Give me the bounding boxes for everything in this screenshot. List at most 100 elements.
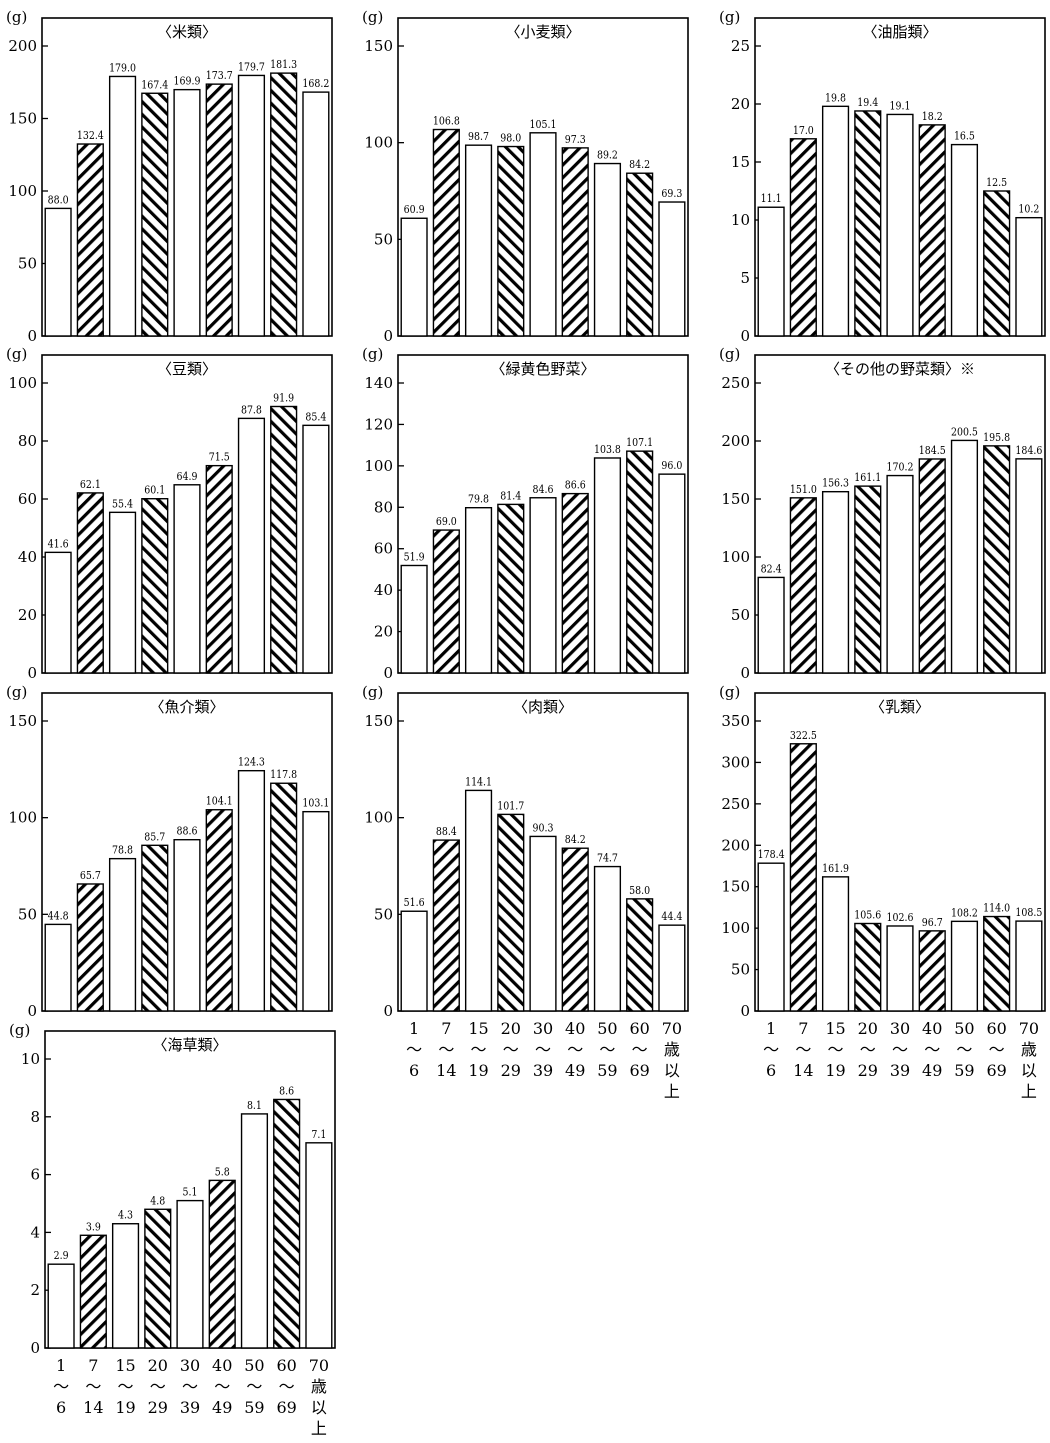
unit-label: (g) [362, 345, 383, 363]
y-tick-label: 0 [27, 664, 37, 682]
y-tick-label: 0 [383, 327, 393, 345]
x-axis-label-part: 49 [565, 1061, 585, 1080]
bar-value-label: 41.6 [48, 538, 69, 551]
x-axis-label: 60 ～ 69 [276, 1356, 296, 1417]
x-axis-label-part: 20 [148, 1356, 168, 1375]
x-axis-label-part: 70 [662, 1019, 682, 1038]
y-tick-label: 150 [721, 490, 750, 508]
x-axis-label-part: 以 [664, 1061, 680, 1080]
bar [593, 865, 622, 1012]
bar-value-label: 12.5 [986, 176, 1007, 189]
y-tick-label: 25 [731, 37, 750, 55]
bar-value-label: 117.8 [270, 768, 297, 781]
x-axis-label-part: 20 [858, 1019, 878, 1038]
bar [886, 925, 914, 1012]
bar-value-label: 85.7 [144, 830, 165, 843]
x-axis-label-part: ～ [182, 1377, 198, 1396]
y-tick-label: 50 [374, 905, 393, 923]
x-axis-label-part: ～ [246, 1377, 262, 1396]
bar [76, 883, 104, 1012]
x-axis-label-part: 30 [180, 1356, 200, 1375]
y-tick-label: 6 [30, 1166, 40, 1184]
x-axis-label-part: 19 [825, 1061, 845, 1080]
bar-value-label: 98.7 [468, 130, 489, 143]
bar-value-label: 181.3 [270, 58, 297, 71]
y-tick-label: 40 [18, 548, 37, 566]
bar [983, 445, 1011, 674]
chart-title: 〈緑黄色野菜〉 [490, 360, 595, 378]
y-tick-label: 20 [18, 606, 37, 624]
bar [529, 132, 557, 337]
x-axis-label-part: 19 [468, 1061, 488, 1080]
bar [44, 207, 72, 337]
bar [789, 743, 817, 1012]
x-axis-label: 20 ～ 29 [858, 1019, 878, 1080]
chart-title: 〈乳類〉 [870, 698, 930, 716]
x-axis-label-part: 6 [766, 1061, 776, 1080]
bar-value-label: 7.1 [311, 1128, 326, 1141]
x-axis-label: 60 ～ 69 [986, 1019, 1006, 1080]
bar-value-label: 200.5 [951, 426, 978, 439]
x-axis-label: 7 ～ 14 [793, 1019, 813, 1080]
x-axis-label-part: 30 [890, 1019, 910, 1038]
bar [141, 92, 169, 337]
bar-value-label: 81.4 [500, 490, 521, 503]
bar-value-label: 8.1 [247, 1099, 262, 1112]
y-tick-label: 0 [740, 664, 750, 682]
bar-value-label: 3.9 [86, 1220, 101, 1233]
y-tick-label: 4 [30, 1223, 40, 1241]
x-axis-label: 20 ～ 29 [501, 1019, 521, 1080]
green-yellow-vegetables-chart: (g) 〈緑黄色野菜〉 0 20 40 60 80 100 120 140 51.9 69.0 79.8… [362, 345, 689, 682]
bar-value-label: 178.4 [758, 848, 785, 861]
bar-value-label: 91.9 [273, 392, 294, 405]
x-axis-label-part: 1 [56, 1356, 66, 1375]
bar-value-label: 4.8 [150, 1194, 165, 1207]
bar [950, 439, 979, 674]
x-axis-label-part: ～ [118, 1377, 134, 1396]
bar [237, 417, 266, 674]
y-tick-label: 0 [740, 327, 750, 345]
x-axis-label-part: 1 [766, 1019, 776, 1038]
bar [205, 83, 233, 337]
x-axis-label-part: 60 [276, 1356, 296, 1375]
x-axis-label-part: ～ [406, 1040, 422, 1059]
bar [821, 876, 850, 1012]
x-axis-label-part: ～ [860, 1040, 876, 1059]
x-axis-label-part: 上 [1021, 1082, 1037, 1101]
chart-title: 〈小麦類〉 [505, 23, 580, 41]
y-tick-label: 50 [374, 230, 393, 248]
unit-label: (g) [719, 8, 740, 26]
x-axis-label: 70 歳以上 [662, 1019, 682, 1101]
bar [918, 930, 946, 1012]
unit-label: (g) [6, 8, 27, 26]
dairy-chart: (g)〈乳類〉050100150200250300350178.4322.516… [719, 683, 1046, 1101]
x-axis-label-part: ～ [471, 1040, 487, 1059]
bar-value-label: 173.7 [206, 69, 233, 82]
bar-value-label: 156.3 [822, 477, 849, 490]
bar-value-label: 64.9 [177, 470, 198, 483]
bar-value-label: 87.8 [241, 404, 262, 417]
x-axis-label: 15 ～ 19 [468, 1019, 488, 1080]
bar-value-label: 19.8 [825, 91, 846, 104]
bar-value-label: 74.7 [597, 852, 618, 865]
y-tick-label: 150 [8, 712, 37, 730]
x-axis-label-part: 29 [501, 1061, 521, 1080]
y-tick-label: 250 [721, 374, 750, 392]
x-axis-label: 15 ～ 19 [115, 1356, 135, 1417]
x-axis-label: 50 ～ 59 [597, 1019, 617, 1080]
bar-value-label: 89.2 [597, 149, 618, 162]
bar [205, 809, 233, 1012]
x-axis-label-part: 59 [954, 1061, 974, 1080]
bar [626, 450, 654, 674]
x-axis-label-part: 60 [629, 1019, 649, 1038]
bar [208, 1179, 236, 1349]
y-tick-label: 20 [374, 623, 393, 641]
x-axis-label-part: 40 [212, 1356, 232, 1375]
x-axis-label-part: 15 [825, 1019, 845, 1038]
x-axis-label-part: 39 [890, 1061, 910, 1080]
x-axis-label: 40 ～ 49 [212, 1356, 232, 1417]
y-tick-label: 10 [21, 1050, 40, 1068]
x-axis-label-part: 6 [56, 1398, 66, 1417]
bar [983, 915, 1011, 1012]
x-axis-label-part: 14 [436, 1061, 456, 1080]
